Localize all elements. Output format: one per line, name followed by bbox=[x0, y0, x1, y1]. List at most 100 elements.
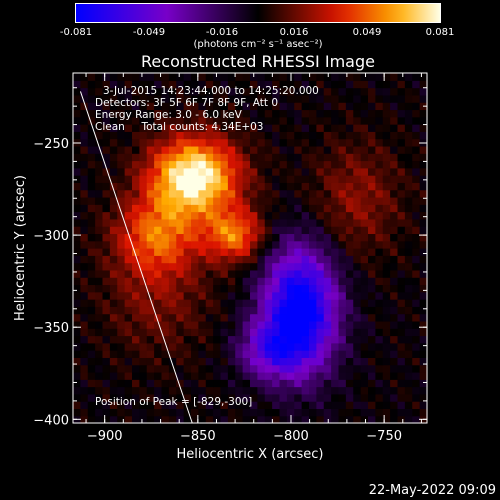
heatmap-cell bbox=[154, 291, 163, 300]
heatmap-cell bbox=[191, 167, 199, 176]
heatmap-cell bbox=[272, 87, 281, 96]
y-tick-label: −300 bbox=[33, 229, 69, 244]
annotation-time-range: 3-Jul-2015 14:23:44.000 to 14:25:20.000 bbox=[103, 85, 319, 97]
heatmap-cell bbox=[161, 204, 170, 213]
heatmap-cell bbox=[353, 182, 362, 191]
heatmap-cell bbox=[154, 211, 163, 220]
heatmap-cell bbox=[301, 342, 310, 351]
heatmap-cell bbox=[117, 167, 126, 176]
heatmap-cell bbox=[309, 313, 317, 322]
heatmap-cell bbox=[294, 109, 303, 118]
heatmap-cell bbox=[309, 269, 317, 278]
heatmap-cell bbox=[235, 320, 244, 329]
heatmap-cell bbox=[345, 328, 354, 337]
heatmap-cell bbox=[132, 160, 140, 169]
heatmap-cell bbox=[294, 131, 303, 140]
heatmap-cell bbox=[139, 415, 148, 424]
heatmap-cell bbox=[220, 386, 229, 395]
heatmap-cell bbox=[404, 357, 413, 366]
heatmap-cell bbox=[382, 226, 391, 235]
heatmap-cell bbox=[102, 313, 111, 322]
heatmap-cell bbox=[257, 145, 266, 154]
heatmap-cell bbox=[301, 386, 310, 395]
heatmap-cell bbox=[397, 357, 406, 366]
heatmap-cell bbox=[360, 131, 369, 140]
heatmap-cell bbox=[250, 335, 258, 344]
heatmap-cell bbox=[73, 240, 81, 249]
heatmap-cell bbox=[117, 357, 126, 366]
heatmap-cell bbox=[80, 262, 89, 271]
heatmap-cell bbox=[161, 248, 170, 256]
heatmap-cell bbox=[412, 211, 421, 220]
heatmap-cell bbox=[117, 80, 126, 89]
heatmap-cell bbox=[205, 342, 214, 351]
heatmap-cell bbox=[301, 335, 310, 344]
heatmap-cell bbox=[338, 262, 347, 271]
heatmap-cell bbox=[316, 350, 325, 358]
heatmap-cell bbox=[109, 393, 118, 402]
heatmap-cell bbox=[117, 153, 126, 162]
heatmap-cell bbox=[87, 364, 96, 373]
heatmap-cell bbox=[146, 204, 155, 213]
heatmap-cell bbox=[345, 109, 354, 118]
heatmap-cell bbox=[183, 357, 192, 366]
heatmap-cell bbox=[80, 211, 89, 220]
heatmap-cell bbox=[264, 408, 273, 417]
heatmap-cell bbox=[345, 131, 354, 140]
heatmap-cell bbox=[109, 138, 118, 147]
heatmap-cell bbox=[198, 262, 207, 271]
heatmap-cell bbox=[139, 335, 148, 344]
heatmap-cell bbox=[397, 87, 406, 96]
heatmap-cell bbox=[146, 386, 155, 395]
heatmap-cell bbox=[257, 299, 266, 307]
heatmap-cell bbox=[146, 226, 155, 235]
heatmap-cell bbox=[323, 160, 332, 169]
heatmap-cell bbox=[279, 116, 288, 125]
heatmap-cell bbox=[191, 131, 199, 140]
heatmap-cell bbox=[235, 182, 244, 191]
heatmap-cell bbox=[213, 342, 222, 351]
heatmap-cell bbox=[161, 189, 170, 198]
heatmap-cell bbox=[220, 291, 229, 300]
heatmap-cell bbox=[87, 350, 96, 358]
heatmap-cell bbox=[109, 248, 118, 256]
heatmap-cell bbox=[95, 248, 104, 256]
heatmap-cell bbox=[176, 313, 185, 322]
heatmap-cell bbox=[102, 87, 111, 96]
heatmap-cell bbox=[294, 153, 303, 162]
heatmap-cell bbox=[220, 240, 229, 249]
heatmap-cell bbox=[419, 80, 428, 89]
heatmap-cell bbox=[257, 233, 266, 242]
heatmap-cell bbox=[176, 131, 185, 140]
heatmap-cell bbox=[412, 94, 421, 103]
heatmap-cell bbox=[132, 109, 140, 118]
heatmap-cell bbox=[80, 240, 89, 249]
heatmap-cell bbox=[412, 328, 421, 337]
heatmap-cell bbox=[390, 415, 399, 424]
heatmap-cell bbox=[146, 357, 155, 366]
heatmap-cell bbox=[368, 153, 376, 162]
heatmap-cell bbox=[117, 160, 126, 169]
heatmap-cell bbox=[257, 364, 266, 373]
heatmap-cell bbox=[360, 393, 369, 402]
heatmap-cell bbox=[382, 342, 391, 351]
heatmap-cell bbox=[360, 102, 369, 111]
heatmap-cell bbox=[360, 328, 369, 337]
heatmap-cell bbox=[154, 138, 163, 147]
heatmap-cell bbox=[250, 145, 258, 154]
heatmap-cell bbox=[205, 124, 214, 132]
heatmap-cell bbox=[124, 102, 133, 111]
heatmap-cell bbox=[154, 226, 163, 235]
heatmap-cell bbox=[301, 211, 310, 220]
heatmap-cell bbox=[242, 313, 251, 322]
heatmap-cell bbox=[161, 80, 170, 89]
heatmap-cell bbox=[146, 291, 155, 300]
heatmap-cell bbox=[368, 255, 376, 264]
heatmap-cell bbox=[331, 269, 340, 278]
heatmap-cell bbox=[139, 87, 148, 96]
heatmap-cell bbox=[117, 138, 126, 147]
heatmap-cell bbox=[154, 182, 163, 191]
heatmap-cell bbox=[73, 204, 81, 213]
heatmap-cell bbox=[124, 131, 133, 140]
heatmap-cell bbox=[331, 299, 340, 307]
